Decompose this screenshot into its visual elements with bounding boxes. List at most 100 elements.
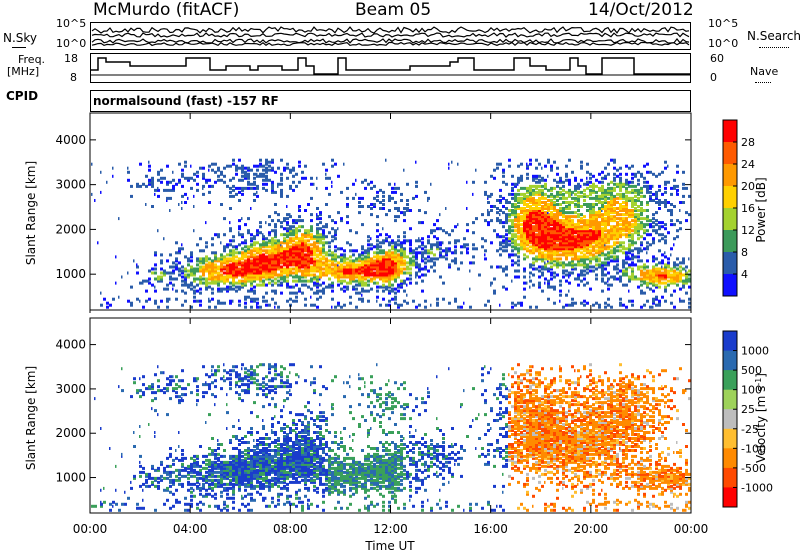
data-pixel bbox=[376, 223, 379, 227]
data-pixel bbox=[376, 273, 379, 277]
data-pixel bbox=[571, 265, 574, 269]
data-pixel bbox=[364, 271, 367, 275]
data-pixel bbox=[133, 377, 136, 381]
data-pixel bbox=[223, 449, 226, 452]
data-pixel bbox=[613, 225, 616, 229]
data-pixel bbox=[253, 263, 256, 267]
data-pixel bbox=[244, 460, 247, 464]
data-pixel bbox=[241, 451, 244, 454]
data-pixel bbox=[523, 223, 526, 227]
data-pixel bbox=[349, 255, 352, 259]
data-pixel bbox=[421, 221, 424, 225]
data-pixel bbox=[289, 225, 292, 229]
data-pixel bbox=[175, 297, 178, 301]
data-pixel bbox=[172, 478, 175, 482]
data-pixel bbox=[322, 271, 325, 275]
data-pixel bbox=[211, 381, 214, 385]
data-pixel bbox=[304, 229, 307, 233]
data-pixel bbox=[208, 299, 211, 303]
data-pixel bbox=[184, 160, 187, 164]
data-pixel bbox=[499, 241, 502, 245]
data-pixel bbox=[523, 241, 526, 245]
data-pixel bbox=[364, 259, 367, 263]
data-pixel bbox=[598, 235, 601, 239]
data-pixel bbox=[586, 223, 589, 227]
data-pixel bbox=[592, 229, 595, 233]
data-pixel bbox=[421, 247, 424, 251]
data-pixel bbox=[577, 229, 580, 233]
data-pixel bbox=[538, 229, 541, 233]
data-pixel bbox=[229, 265, 232, 269]
data-pixel bbox=[262, 245, 265, 249]
data-pixel bbox=[655, 201, 658, 204]
data-pixel bbox=[352, 287, 355, 291]
data-pixel bbox=[622, 217, 625, 221]
data-pixel bbox=[361, 275, 364, 279]
data-pixel bbox=[277, 249, 280, 253]
beam-title: Beam 05 bbox=[355, 0, 432, 20]
data-pixel bbox=[397, 239, 400, 243]
data-pixel bbox=[652, 239, 655, 243]
data-pixel bbox=[577, 186, 580, 190]
data-pixel bbox=[253, 267, 256, 271]
data-pixel bbox=[556, 215, 559, 219]
data-pixel bbox=[205, 257, 208, 261]
data-pixel bbox=[628, 211, 631, 215]
data-pixel bbox=[217, 178, 220, 182]
data-pixel bbox=[259, 225, 262, 229]
data-pixel bbox=[292, 271, 295, 275]
data-pixel bbox=[352, 196, 355, 200]
data-pixel bbox=[154, 478, 157, 482]
data-pixel bbox=[610, 305, 613, 309]
data-pixel bbox=[577, 182, 580, 186]
data-pixel bbox=[283, 233, 286, 237]
data-pixel bbox=[430, 247, 433, 251]
data-pixel bbox=[619, 249, 622, 253]
data-pixel bbox=[532, 243, 535, 247]
data-pixel bbox=[190, 391, 193, 395]
data-pixel bbox=[676, 277, 679, 281]
data-pixel bbox=[535, 186, 538, 190]
data-pixel bbox=[397, 243, 400, 247]
data-pixel bbox=[379, 251, 382, 255]
data-pixel bbox=[595, 229, 598, 233]
data-pixel bbox=[184, 466, 187, 470]
data-pixel bbox=[544, 261, 546, 265]
data-pixel bbox=[376, 245, 379, 249]
data-pixel bbox=[517, 180, 520, 184]
data-pixel bbox=[622, 283, 625, 287]
data-pixel bbox=[514, 247, 517, 251]
data-pixel bbox=[514, 192, 517, 196]
data-pixel bbox=[589, 251, 592, 255]
data-pixel bbox=[508, 231, 511, 235]
data-pixel bbox=[277, 257, 280, 261]
data-pixel bbox=[394, 263, 397, 267]
data-pixel bbox=[376, 275, 379, 279]
data-pixel bbox=[286, 247, 289, 251]
data-pixel bbox=[583, 233, 586, 237]
data-pixel bbox=[631, 184, 634, 188]
data-pixel bbox=[286, 253, 289, 257]
data-pixel bbox=[553, 213, 556, 217]
data-pixel bbox=[580, 241, 583, 245]
data-pixel bbox=[619, 188, 622, 192]
data-pixel bbox=[373, 196, 376, 200]
data-pixel bbox=[622, 194, 625, 198]
data-pixel bbox=[94, 397, 96, 401]
data-pixel bbox=[622, 269, 625, 273]
data-pixel bbox=[241, 389, 244, 393]
data-pixel bbox=[286, 267, 289, 271]
data-pixel bbox=[316, 263, 319, 267]
data-pixel bbox=[205, 488, 208, 492]
data-pixel bbox=[280, 172, 283, 176]
data-pixel bbox=[574, 251, 577, 255]
data-pixel bbox=[505, 213, 508, 217]
data-pixel bbox=[343, 275, 346, 279]
data-pixel bbox=[394, 257, 397, 261]
data-pixel bbox=[538, 203, 541, 206]
data-pixel bbox=[256, 263, 259, 267]
data-pixel bbox=[415, 194, 418, 198]
data-pixel bbox=[196, 269, 199, 273]
data-pixel bbox=[208, 263, 211, 267]
data-pixel bbox=[241, 496, 244, 500]
